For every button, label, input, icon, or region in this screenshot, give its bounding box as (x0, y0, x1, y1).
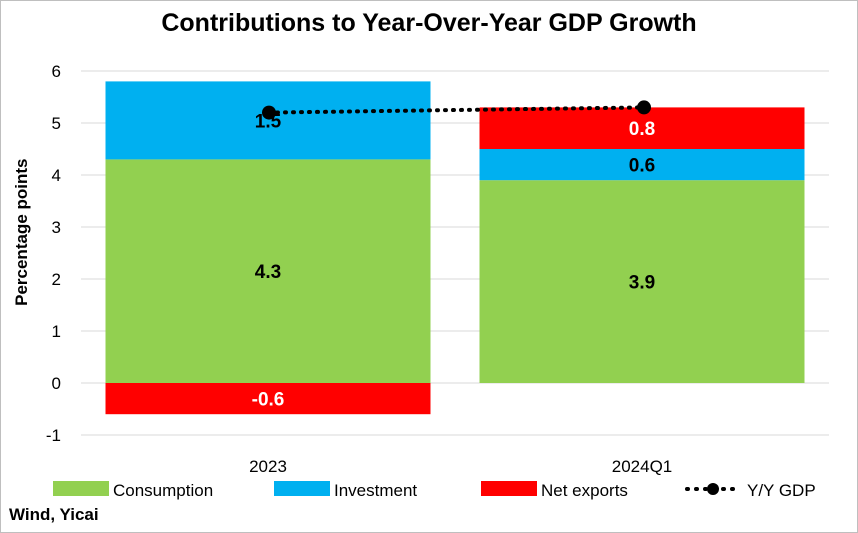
bar-net-exports (479, 107, 805, 149)
bar-investment (105, 81, 431, 160)
bar-investment (479, 149, 805, 181)
legend-swatch (53, 481, 109, 496)
y-tick-label: 3 (52, 218, 61, 237)
y-tick-label: 2 (52, 270, 61, 289)
legend-label: Y/Y GDP (747, 481, 816, 500)
line-point (637, 100, 651, 115)
data-label: 4.3 (255, 262, 281, 283)
data-label: 3.9 (629, 273, 655, 294)
legend-label: Investment (334, 481, 417, 500)
y-tick-label: -1 (46, 426, 61, 445)
x-tick-label: 2023 (249, 457, 287, 476)
y-tick-label: 5 (52, 114, 61, 133)
source-note: Wind, Yicai (9, 505, 99, 524)
legend-label: Net exports (541, 481, 628, 500)
bar-net-exports (105, 383, 431, 415)
legend-swatch (481, 481, 537, 496)
y-tick-label: 6 (52, 62, 61, 81)
bar-consumption (105, 159, 431, 383)
line-point (262, 105, 276, 120)
y-axis-title: Percentage points (12, 159, 31, 306)
data-label: -0.6 (252, 390, 285, 411)
bar-consumption (479, 180, 805, 383)
y-tick-label: 4 (52, 166, 61, 185)
series-line-yy-gdp (267, 105, 646, 115)
x-tick-label: 2024Q1 (612, 457, 673, 476)
chart-title: Contributions to Year-Over-Year GDP Grow… (161, 9, 697, 37)
y-tick-label: 0 (52, 374, 61, 393)
data-label: 0.6 (629, 156, 655, 177)
legend-label: Consumption (113, 481, 213, 500)
legend-swatch (274, 481, 330, 496)
legend-marker (707, 483, 719, 495)
data-label: 1.5 (255, 111, 282, 132)
data-label: 0.8 (629, 119, 655, 140)
y-tick-label: 1 (52, 322, 61, 341)
